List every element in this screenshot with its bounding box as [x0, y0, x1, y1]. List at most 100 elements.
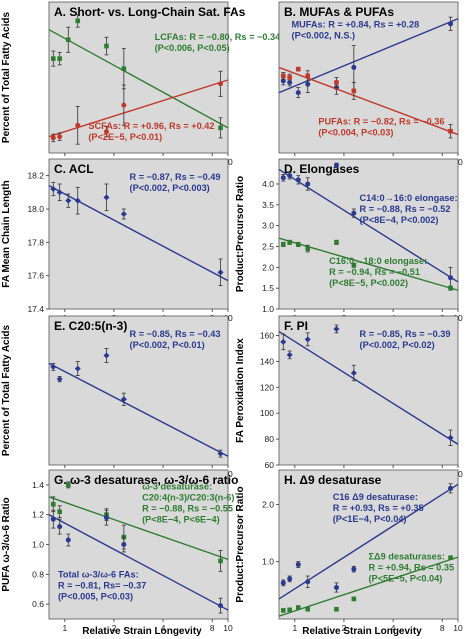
panel-g: 1 2 4 8 10 0.6 0.8 1.0 1.2 1.4 G. ω-3 desaturase, …	[1, 469, 238, 633]
data-point	[305, 606, 311, 612]
data-point	[448, 21, 454, 27]
data-point	[351, 262, 357, 268]
stats-annotation-line: (P<0.004, P<0.03)	[318, 127, 393, 137]
stats-annotation: ΣΔ9 desaturases: R = +0.94, Rs = 0.35 (P<5…	[369, 551, 455, 583]
x-tick-label: 10	[223, 623, 233, 633]
data-point	[75, 122, 81, 128]
y-tick-label: 18.0	[27, 204, 44, 214]
fit-line	[48, 496, 229, 561]
data-point	[448, 555, 453, 560]
series-acl	[48, 181, 229, 287]
data-point	[447, 434, 454, 441]
panel-title: C. ACL	[54, 162, 94, 176]
stats-annotation: SCFAs: R = +0.96, Rs = +0.42 (P<2E−5, P<0…	[88, 121, 214, 142]
panel-title: B. MUFAs & PUFAs	[284, 5, 394, 19]
stats-annotation-line: C16:0→18:0 elongase:	[329, 256, 427, 266]
data-point	[65, 197, 72, 204]
stats-annotation: R = −0.85, Rs = −0.39 (P<0.002, P<0.02)	[360, 329, 451, 350]
data-point	[57, 56, 62, 61]
data-point	[103, 515, 109, 521]
stats-annotation-line: (P<5E−5, P<0.04)	[369, 573, 443, 583]
stats-annotation: C14:0→16:0 elongase: R = −0.88, Rs = −0.5…	[360, 193, 458, 225]
data-point	[295, 605, 301, 610]
data-point	[218, 603, 224, 609]
stats-annotation: Total ω-3/ω-6 FAs: R = −0.81, Rs= −0.37 (P…	[58, 569, 146, 601]
y-tick-label: 17.8	[27, 237, 44, 247]
panel-frame	[278, 469, 459, 620]
data-point	[50, 56, 56, 61]
y-axis-label: Product:Precursor Ratio	[235, 176, 246, 292]
data-point	[280, 242, 286, 247]
y-tick-label: 3.0	[262, 221, 274, 231]
data-point	[50, 516, 56, 522]
data-point	[295, 562, 301, 568]
data-point	[57, 524, 63, 530]
stats-annotation-line: R = −0.88, Rs = −0.55	[142, 503, 233, 513]
data-point	[121, 66, 127, 71]
y-tick-label: 18.2	[27, 171, 44, 181]
y-axis-label: Product:Precursor Ratio	[235, 486, 246, 602]
data-point	[333, 584, 339, 590]
panel-title: A. Short- vs. Long-Chain Sat. FAs	[54, 5, 246, 19]
x-tick-label: 4	[161, 623, 166, 633]
data-point	[287, 607, 292, 613]
data-point	[280, 608, 286, 613]
stats-annotation-line: (P<8E−5, P<0.002)	[329, 278, 408, 288]
data-point	[287, 80, 293, 86]
stats-annotation-line: MUFAs: R = +0.84, Rs = +0.28	[292, 20, 420, 30]
stats-annotation-line: R = +0.94, Rs = 0.35	[369, 562, 455, 572]
stats-annotation-line: (P<0.006, P<0.05)	[155, 43, 230, 53]
data-point	[65, 482, 71, 488]
data-point	[304, 336, 311, 343]
y-tick-label: 3.5	[262, 200, 274, 210]
stats-annotation-line: (P<8E−4, P<6E−4)	[142, 514, 220, 524]
y-tick-label: 1.0	[32, 540, 44, 550]
fit-line	[278, 66, 459, 136]
panel-title: F. PI	[284, 319, 308, 333]
data-point	[218, 81, 224, 87]
series-c16-0-18-0-elongase	[278, 237, 459, 291]
data-point	[305, 246, 311, 251]
stats-annotation-line: C16 Δ9 desaturase:	[333, 492, 418, 502]
y-tick-label: 4.0	[262, 179, 274, 189]
fit-line	[278, 556, 459, 617]
stats-annotation-line: (P<2E−5, P<0.01)	[88, 132, 162, 142]
y-tick-label: 1.0	[262, 557, 274, 567]
y-axis-label: FA Mean Chain Length	[1, 180, 12, 287]
data-point	[280, 78, 286, 84]
y-tick-label: 17.4	[27, 304, 44, 314]
data-point	[50, 363, 57, 370]
x-axis-label-left: Relative Strain Longevity	[82, 626, 202, 637]
data-point	[295, 177, 301, 183]
stats-annotation-line: R = +0.93, Rs = +0.35	[333, 503, 424, 513]
data-point	[56, 376, 63, 383]
x-tick-label: 4	[391, 623, 396, 633]
data-point	[334, 606, 339, 612]
stats-annotation-line: Total ω-3/ω-6 FAs:	[58, 569, 139, 579]
x-axis-label-right: Relative Strain Longevity	[302, 626, 422, 637]
data-point	[218, 558, 223, 564]
stats-annotation-line: (P<0.002, P<0.01)	[130, 340, 205, 350]
data-point	[295, 66, 301, 72]
data-point	[351, 210, 357, 216]
x-tick-label: 10	[453, 623, 463, 633]
series-c16-9-desaturase	[278, 483, 459, 600]
y-axis-label: Percent of Total Fatty Acids	[1, 324, 12, 456]
stats-annotation: C16:0→18:0 elongase: R = −0.94, Rs = −0.5…	[329, 256, 427, 288]
series-c20-5-n-3	[48, 348, 229, 458]
panel-e: 124810E. C20:5(n-3)Percent of Total Fatt…	[1, 315, 233, 479]
y-tick-label: 1.4	[32, 480, 44, 490]
data-point	[65, 537, 71, 543]
panel-a: 124810A. Short- vs. Long-Chain Sat. FAsP…	[1, 1, 281, 167]
data-point	[286, 351, 293, 358]
data-point	[350, 370, 357, 377]
fit-line	[48, 29, 229, 129]
series-pi	[278, 324, 459, 446]
panel-h: 1 2 4 8 10 1.0 2.0 H. Δ9 desaturase Product:Prec…	[235, 469, 463, 633]
data-point	[351, 88, 357, 94]
series-total-3-6-fas	[48, 509, 229, 614]
data-point	[287, 240, 292, 245]
stats-annotation-line: (P<0.002, P<0.02)	[360, 340, 435, 350]
